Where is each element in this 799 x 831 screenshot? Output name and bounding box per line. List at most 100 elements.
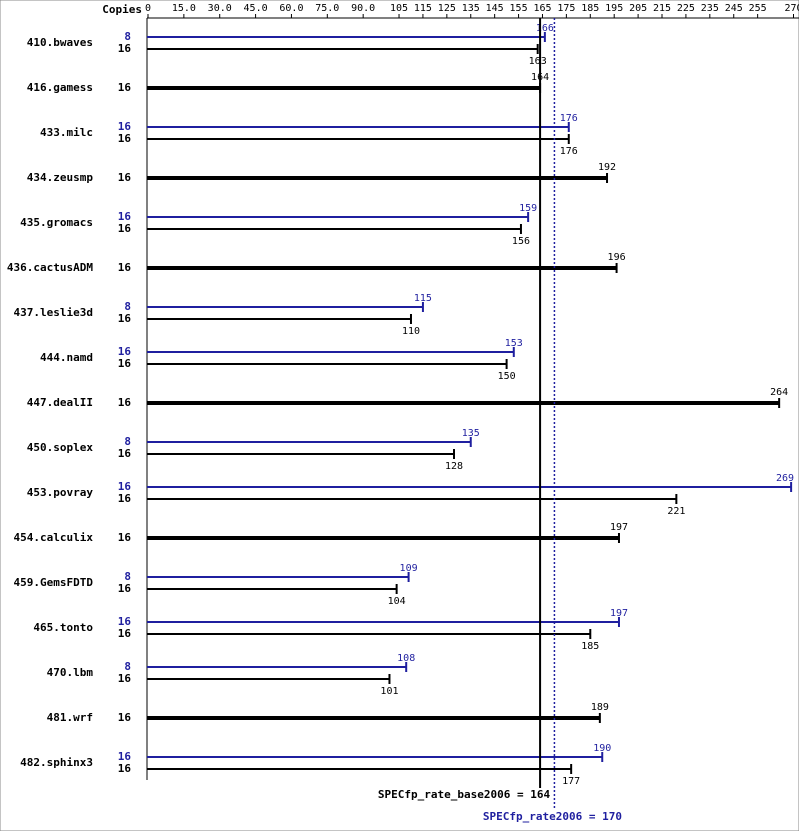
- x-tick-label: 125: [438, 3, 456, 14]
- copies-header: Copies: [102, 3, 142, 16]
- copies-label: 8: [124, 570, 131, 583]
- copies-label: 8: [124, 300, 131, 313]
- benchmark-label: 444.namd: [40, 351, 93, 364]
- x-tick-label: 75.0: [315, 3, 339, 14]
- copies-label: 8: [124, 660, 131, 673]
- x-tick-label: 185: [581, 3, 599, 14]
- benchmark-label: 481.wrf: [47, 711, 93, 724]
- x-tick-label: 45.0: [244, 3, 268, 14]
- x-tick-label: 60.0: [279, 3, 303, 14]
- benchmark-label: 453.povray: [27, 486, 94, 499]
- value-label: 177: [562, 776, 580, 787]
- benchmark-label: 454.calculix: [14, 531, 94, 544]
- value-label: 196: [608, 252, 626, 263]
- copies-label: 16: [118, 81, 132, 94]
- value-label: 189: [591, 702, 609, 713]
- value-label: 108: [397, 653, 415, 664]
- value-label: 104: [388, 596, 406, 607]
- copies-label: 16: [118, 345, 132, 358]
- copies-label: 16: [118, 447, 132, 460]
- x-tick-label: 15.0: [172, 3, 196, 14]
- value-label: 109: [400, 563, 418, 574]
- copies-label: 16: [118, 396, 132, 409]
- copies-label: 16: [118, 615, 132, 628]
- x-tick-label: 0: [145, 3, 151, 14]
- copies-label: 8: [124, 435, 131, 448]
- value-label: 150: [498, 371, 516, 382]
- x-tick-label: 235: [701, 3, 719, 14]
- benchmark-label: 433.milc: [40, 126, 93, 139]
- value-label: 221: [667, 506, 685, 517]
- benchmark-label: 436.cactusADM: [7, 261, 93, 274]
- value-label: 264: [770, 387, 788, 398]
- copies-label: 16: [118, 357, 132, 370]
- copies-label: 16: [118, 672, 132, 685]
- benchmark-label: 465.tonto: [33, 621, 93, 634]
- value-label: 163: [529, 56, 547, 67]
- benchmark-label: 435.gromacs: [20, 216, 93, 229]
- value-label: 110: [402, 326, 420, 337]
- x-tick-label: 135: [462, 3, 480, 14]
- value-label: 269: [776, 473, 794, 484]
- x-tick-label: 205: [629, 3, 647, 14]
- benchmark-label: 459.GemsFDTD: [14, 576, 94, 589]
- value-label: 197: [610, 522, 628, 533]
- x-tick-label: 225: [677, 3, 695, 14]
- copies-label: 16: [118, 120, 132, 133]
- value-label: 128: [445, 461, 463, 472]
- benchmark-label: 437.leslie3d: [14, 306, 93, 319]
- x-tick-label: 105: [390, 3, 408, 14]
- x-tick-label: 195: [605, 3, 623, 14]
- copies-label: 16: [118, 312, 132, 325]
- value-label: 156: [512, 236, 530, 247]
- x-tick-label: 155: [510, 3, 528, 14]
- value-label: 176: [560, 113, 578, 124]
- value-label: 190: [593, 743, 611, 754]
- benchmark-label: 470.lbm: [47, 666, 94, 679]
- value-label: 192: [598, 162, 616, 173]
- copies-label: 16: [118, 492, 132, 505]
- copies-label: 16: [118, 627, 132, 640]
- x-tick-label: 245: [725, 3, 743, 14]
- benchmark-label: 447.dealII: [27, 396, 93, 409]
- benchmark-label: 410.bwaves: [27, 36, 93, 49]
- copies-label: 16: [118, 171, 132, 184]
- copies-label: 16: [118, 480, 132, 493]
- benchmark-label: 416.gamess: [27, 81, 93, 94]
- value-label: 185: [581, 641, 599, 652]
- copies-label: 16: [118, 222, 132, 235]
- value-label: 115: [414, 293, 432, 304]
- copies-label: 16: [118, 531, 132, 544]
- copies-label: 16: [118, 210, 132, 223]
- copies-label: 16: [118, 261, 132, 274]
- x-tick-label: 165: [533, 3, 551, 14]
- value-label: 197: [610, 608, 628, 619]
- copies-label: 16: [118, 750, 132, 763]
- copies-label: 8: [124, 30, 131, 43]
- x-tick-label: 270: [784, 3, 799, 14]
- reference-label: SPECfp_rate2006 = 170: [483, 810, 622, 823]
- x-tick-label: 115: [414, 3, 432, 14]
- value-label: 166: [536, 23, 554, 34]
- copies-label: 16: [118, 582, 132, 595]
- x-tick-label: 145: [486, 3, 504, 14]
- value-label: 135: [462, 428, 480, 439]
- benchmark-label: 434.zeusmp: [27, 171, 94, 184]
- value-label: 159: [519, 203, 537, 214]
- copies-label: 16: [118, 132, 132, 145]
- value-label: 153: [505, 338, 523, 349]
- x-tick-label: 90.0: [351, 3, 375, 14]
- x-tick-label: 255: [749, 3, 767, 14]
- x-tick-label: 30.0: [208, 3, 232, 14]
- value-label: 176: [560, 146, 578, 157]
- reference-label: SPECfp_rate_base2006 = 164: [378, 788, 551, 801]
- x-tick-label: 175: [557, 3, 575, 14]
- value-label: 101: [380, 686, 398, 697]
- copies-label: 16: [118, 762, 132, 775]
- copies-label: 16: [118, 711, 132, 724]
- benchmark-label: 450.soplex: [27, 441, 94, 454]
- copies-label: 16: [118, 42, 132, 55]
- benchmark-label: 482.sphinx3: [20, 756, 93, 769]
- x-tick-label: 215: [653, 3, 671, 14]
